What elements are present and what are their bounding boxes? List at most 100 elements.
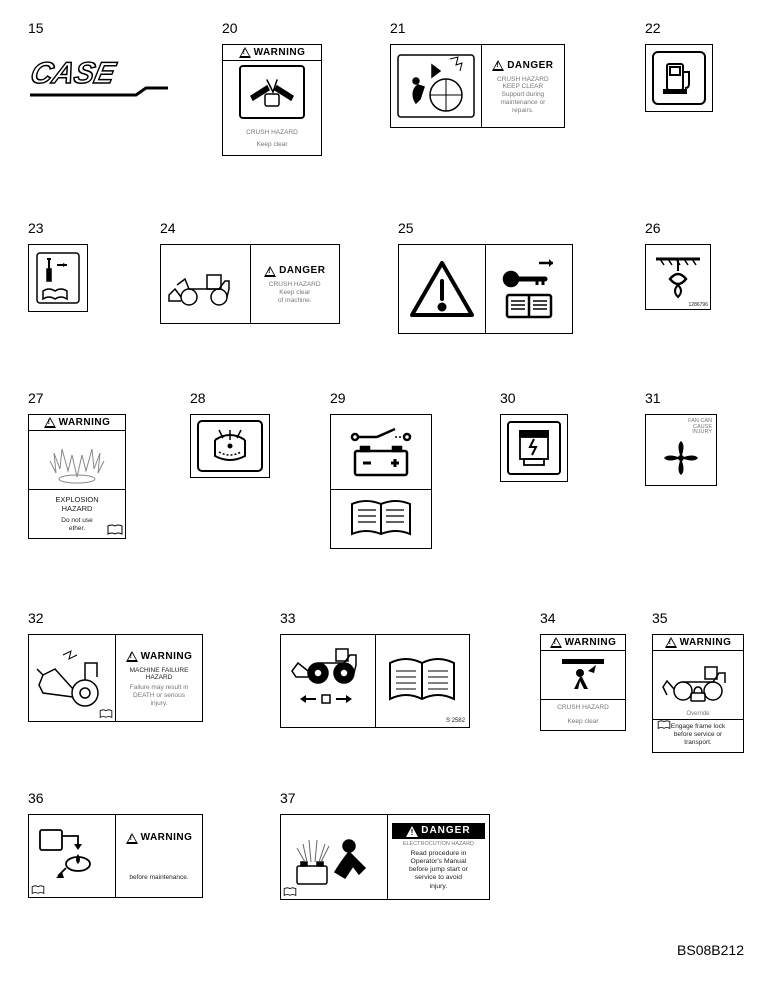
item-36: 36 WARNING before maintenance. — [28, 790, 203, 898]
num-26: 26 — [645, 220, 711, 236]
decal-33: S 2582 — [280, 634, 470, 728]
case-logo: CASE — [28, 51, 173, 106]
num-28: 28 — [190, 390, 270, 406]
warning-panel-36: WARNING before maintenance. — [115, 815, 202, 897]
decal-29 — [330, 414, 432, 549]
num-24: 24 — [160, 220, 340, 236]
decal-21-text: CRUSH HAZARD KEEP CLEAR Support during m… — [497, 76, 549, 115]
battery-disconnect-icon — [331, 415, 431, 490]
warning-text: WARNING — [254, 47, 306, 58]
diagram-page: 15 CASE 20 WARNING — [20, 20, 748, 980]
item-29: 29 — [330, 390, 432, 549]
book-icon — [31, 885, 45, 895]
decal-31: FAN CAN CAUSE INJURY — [645, 414, 717, 486]
explosion-icon — [29, 431, 125, 489]
danger-header-inverse: ! DANGER — [392, 823, 485, 839]
manual-icon — [331, 490, 431, 548]
decal-37: ! DANGER ELECTROCUTION HAZARD Read proce… — [280, 814, 490, 900]
warning-triangle-icon — [44, 417, 56, 428]
svg-text:CASE: CASE — [28, 57, 119, 90]
caution-triangle-icon — [399, 245, 485, 333]
decal-26: 1286796 — [645, 244, 711, 310]
num-31: 31 — [645, 390, 717, 406]
crush-person-icon — [391, 45, 481, 127]
num-27: 27 — [28, 390, 126, 406]
decal-20-text: CRUSH HAZARD Keep clear — [223, 123, 321, 155]
fuel-pump-icon — [652, 51, 706, 105]
decal-20: WARNING CRUSH HAZARD Keep clear — [222, 44, 322, 156]
item-20: 20 WARNING CRUSH HAZARD Keep clear — [222, 20, 322, 156]
loader-arrows-icon — [281, 635, 375, 727]
manual-icon: S 2582 — [375, 635, 470, 727]
decal-35: WARNING Override Engage frame lock befor… — [652, 634, 744, 753]
decal-28 — [190, 414, 270, 478]
svg-text:!: ! — [411, 828, 414, 837]
danger-panel: DANGER CRUSH HAZARD KEEP CLEAR Support d… — [481, 45, 564, 127]
item-26: 26 1286796 — [645, 220, 711, 310]
book-icon — [283, 887, 297, 897]
num-33: 33 — [280, 610, 470, 626]
book-icon — [107, 524, 123, 536]
item-21: 21 DANGER CRUSH HAZARD KEEP CLEAR Su — [390, 20, 565, 128]
num-15: 15 — [28, 20, 173, 36]
loader-lock-icon — [653, 651, 743, 709]
item-23: 23 — [28, 220, 88, 312]
danger-panel-24: DANGER CRUSH HAZARD Keep clear of machin… — [250, 245, 340, 323]
decal-21: DANGER CRUSH HAZARD KEEP CLEAR Support d… — [390, 44, 565, 128]
item-32: 32 WARNING MACHINE FAILURE HAZARD Failur… — [28, 610, 203, 722]
decal-32: WARNING MACHINE FAILURE HAZARD Failure m… — [28, 634, 203, 722]
danger-triangle-icon — [264, 266, 276, 277]
num-20: 20 — [222, 20, 322, 36]
num-37: 37 — [280, 790, 490, 806]
num-21: 21 — [390, 20, 565, 36]
item-33: 33 — [280, 610, 470, 728]
num-34: 34 — [540, 610, 626, 626]
item-27: 27 WARNING EXPLOSION HAZARD Do not use e… — [28, 390, 126, 539]
warning-panel-32: WARNING MACHINE FAILURE HAZARD Failure m… — [115, 635, 202, 721]
part-id: BS08B212 — [677, 942, 744, 958]
item-35: 35 WARNING Override Engage frame lock be… — [652, 610, 744, 753]
decal-24: DANGER CRUSH HAZARD Keep clear of machin… — [160, 244, 340, 324]
dipstick-manual-icon — [35, 251, 81, 305]
item-31: 31 FAN CAN CAUSE INJURY — [645, 390, 717, 486]
decal-36: WARNING before maintenance. — [28, 814, 203, 898]
battery-explosion-icon — [281, 815, 387, 899]
danger-panel-37: ! DANGER ELECTROCUTION HAZARD Read proce… — [387, 815, 489, 899]
warning-header: WARNING — [223, 45, 321, 61]
decal-22 — [645, 44, 713, 112]
num-29: 29 — [330, 390, 432, 406]
washer-fluid-icon — [197, 420, 263, 472]
num-30: 30 — [500, 390, 568, 406]
danger-text: DANGER — [507, 60, 553, 72]
decal-23 — [28, 244, 88, 312]
runover-icon — [541, 651, 625, 699]
item-25: 25 — [398, 220, 573, 334]
num-32: 32 — [28, 610, 203, 626]
key-manual-icon — [485, 245, 572, 333]
item-22: 22 — [645, 20, 713, 112]
decal-27: WARNING EXPLOSION HAZARD Do not use ethe… — [28, 414, 126, 539]
num-22: 22 — [645, 20, 713, 36]
num-25: 25 — [398, 220, 573, 236]
item-37: 37 ! DANGER — [280, 790, 490, 900]
num-35: 35 — [652, 610, 744, 626]
loader-side-icon — [29, 635, 115, 721]
item-30: 30 — [500, 390, 568, 482]
warning-triangle-icon — [239, 47, 251, 58]
book-icon — [99, 709, 113, 719]
item-24: 24 DANGER CRUSH HAZARD Keep clear of mac… — [160, 220, 340, 324]
item-15: 15 CASE — [28, 20, 173, 106]
danger-triangle-icon — [492, 60, 504, 71]
book-icon — [657, 720, 671, 730]
decal-34: WARNING CRUSH HAZARD Keep clear — [540, 634, 626, 731]
fan-icon — [650, 436, 712, 480]
num-36: 36 — [28, 790, 203, 806]
loader-icon — [161, 245, 250, 323]
fuse-box-icon — [507, 421, 561, 475]
item-34: 34 WARNING CRUSH HAZARD Keep clear — [540, 610, 626, 731]
item-28: 28 — [190, 390, 270, 478]
hydraulic-drain-icon — [29, 815, 115, 897]
pinch-icon — [223, 61, 321, 123]
decal-30 — [500, 414, 568, 482]
decal-25 — [398, 244, 573, 334]
